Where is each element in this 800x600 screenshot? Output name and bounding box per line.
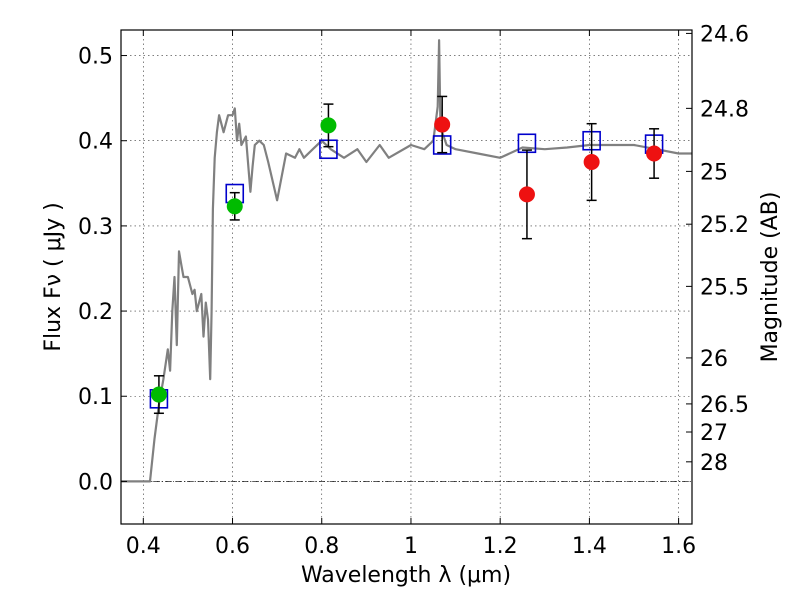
x-tick-label: 0.6 [215,534,250,559]
x-tick-label: 1 [404,534,418,559]
y-tick-label: 0.4 [78,130,113,155]
detection-point [227,199,242,214]
right-tick-label: 25 [700,160,728,185]
right-tick-label: 25.5 [700,275,749,300]
y-tick-label: 0.2 [78,300,113,325]
y-tick-label: 0.5 [78,45,113,70]
right-tick-label: 25.2 [700,213,749,238]
right-tick-label: 28 [700,451,728,476]
x-axis-label: Wavelength λ (μm) [301,563,511,588]
right-tick-label: 24.8 [700,97,749,122]
low-significance-point [519,187,534,202]
x-tick-label: 1.6 [661,534,696,559]
right-tick-label: 24.6 [700,22,749,47]
plot-background [121,30,692,524]
y-tick-label: 0.3 [78,215,113,240]
low-significance-point [435,117,450,132]
low-significance-point [584,155,599,170]
y-axis-right-label: Magnitude (AB) [758,192,783,363]
low-significance-point [647,146,662,161]
right-tick-label: 27 [700,421,728,446]
detection-point [151,387,166,402]
x-tick-label: 0.8 [304,534,339,559]
x-tick-label: 0.4 [126,534,161,559]
y-axis-label: Flux Fν ( μJy ) [41,202,66,351]
right-tick-label: 26.5 [700,393,749,418]
y-tick-label: 0.1 [78,385,113,410]
right-tick-label: 26 [700,347,728,372]
sed-chart: 0.4 0.6 0.8 1 1.2 1.4 1.6 0.0 0.1 0.2 0.3 0.4 0.5 24.… [0,0,800,600]
x-tick-label: 1.2 [483,534,518,559]
x-tick-label: 1.4 [572,534,607,559]
y-tick-label: 0.0 [78,470,113,495]
detection-point [321,118,336,133]
